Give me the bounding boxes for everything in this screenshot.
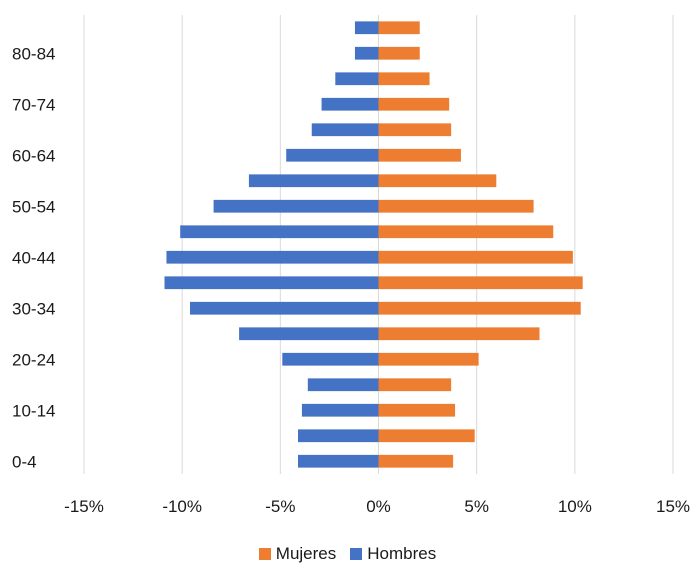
bar-mujeres-15-19 — [378, 378, 452, 392]
bar-mujeres-20-24 — [378, 352, 479, 366]
y-tick-label: 70-74 — [12, 95, 55, 114]
bar-mujeres-50-54 — [378, 199, 534, 213]
bar-mujeres-35-39 — [378, 276, 583, 290]
bar-hombres-15-19 — [307, 378, 379, 392]
bar-hombres-85+ — [354, 21, 379, 35]
bar-mujeres-25-29 — [378, 327, 540, 341]
y-tick-label: 30-34 — [12, 299, 55, 318]
bar-mujeres-75-79 — [378, 72, 430, 86]
y-tick-label: 80-84 — [12, 44, 55, 63]
bar-hombres-20-24 — [282, 352, 379, 366]
x-tick-label: -10% — [162, 497, 202, 516]
bar-hombres-75-79 — [335, 72, 379, 86]
bar-hombres-25-29 — [239, 327, 379, 341]
bar-mujeres-10-14 — [378, 403, 456, 417]
y-tick-label: 60-64 — [12, 146, 55, 165]
bar-hombres-60-64 — [286, 148, 379, 162]
bar-mujeres-5-9 — [378, 429, 475, 443]
bar-mujeres-55-59 — [378, 174, 497, 188]
bar-hombres-0-4 — [298, 454, 379, 468]
legend-item-hombres: Hombres — [350, 544, 436, 564]
y-tick-label: 50-54 — [12, 197, 55, 216]
y-tick-label: 40-44 — [12, 248, 55, 267]
y-tick-label: 10-14 — [12, 401, 55, 420]
bar-hombres-70-74 — [321, 97, 379, 111]
bar-hombres-55-59 — [248, 174, 379, 188]
bar-hombres-80-84 — [354, 46, 379, 60]
legend-label-hombres: Hombres — [367, 544, 437, 563]
bar-mujeres-80-84 — [378, 46, 420, 60]
y-tick-label: 0-4 — [12, 452, 37, 471]
x-tick-label: 15% — [656, 497, 690, 516]
bar-mujeres-60-64 — [378, 148, 461, 162]
bar-hombres-40-44 — [166, 250, 379, 264]
bar-mujeres-45-49 — [378, 225, 554, 239]
bar-mujeres-85+ — [378, 21, 420, 35]
population-pyramid-chart: -15% -10% -5% 0% 5% 10% 15% 0-4 10-14 20-24 30-34 4… — [12, 15, 690, 516]
legend: Mujeres Hombres — [0, 544, 695, 564]
x-tick-label: 10% — [558, 497, 592, 516]
bar-hombres-50-54 — [213, 199, 379, 213]
legend-label-mujeres: Mujeres — [275, 544, 337, 563]
bar-mujeres-70-74 — [378, 97, 450, 111]
bar-mujeres-0-4 — [378, 454, 454, 468]
legend-swatch-hombres — [350, 548, 363, 560]
bar-mujeres-40-44 — [378, 250, 573, 264]
x-tick-label: -5% — [265, 497, 295, 516]
bar-hombres-65-69 — [311, 123, 379, 137]
bar-hombres-45-49 — [180, 225, 379, 239]
x-tick-label: 0% — [366, 497, 391, 516]
x-tick-label: 5% — [464, 497, 489, 516]
bar-hombres-5-9 — [298, 429, 379, 443]
bar-hombres-10-14 — [301, 403, 379, 417]
bar-hombres-30-34 — [190, 301, 379, 315]
bar-hombres-35-39 — [164, 276, 379, 290]
y-tick-label: 20-24 — [12, 350, 55, 369]
x-tick-label: -15% — [64, 497, 104, 516]
bar-mujeres-30-34 — [378, 301, 581, 315]
legend-item-mujeres: Mujeres — [258, 544, 337, 564]
bar-mujeres-65-69 — [378, 123, 452, 137]
legend-swatch-mujeres — [258, 548, 271, 560]
